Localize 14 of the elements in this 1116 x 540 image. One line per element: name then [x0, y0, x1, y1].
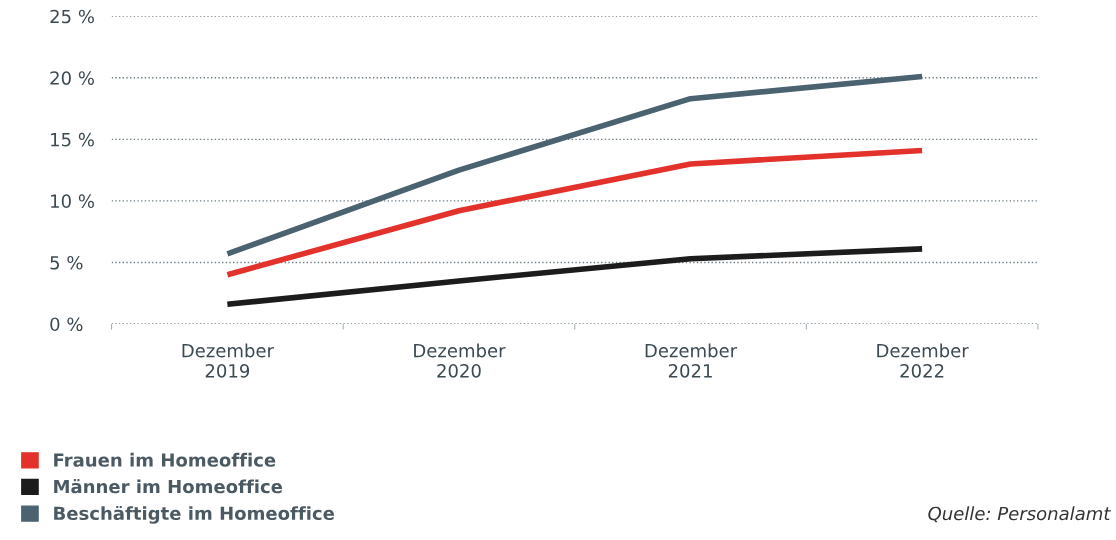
- y-tick-label: 15 %: [51, 132, 94, 147]
- y-tick-label: 10 %: [51, 194, 94, 208]
- x-tick-label: Dezember 2019: [182, 343, 274, 378]
- y-tick-label: 25 %: [50, 9, 94, 24]
- source-note: Quelle: Personalamt: [928, 506, 1111, 523]
- x-tick-label: Dezember 2020: [414, 343, 506, 378]
- y-tick-label: 20 %: [50, 71, 94, 85]
- x-tick-label: Dezember 2022: [877, 343, 969, 378]
- legend-label: Frauen im Homeoffice: [54, 452, 276, 467]
- y-tick-label: 5 %: [50, 255, 83, 270]
- legend-label: Männer im Homeoffice: [54, 479, 283, 494]
- legend-label: Beschäftigte im Homeoffice: [54, 505, 335, 524]
- y-tick-label: 0 %: [50, 317, 83, 332]
- x-tick-label: Dezember 2021: [645, 343, 738, 378]
